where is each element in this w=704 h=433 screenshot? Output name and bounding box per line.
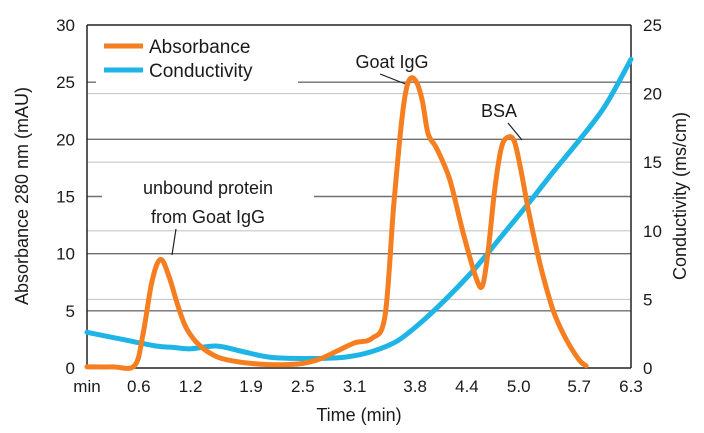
right-tick-labels: 0 5 10 15 20 25 (643, 16, 662, 378)
x-axis-title: Time (min) (316, 405, 401, 425)
left-tick-label: 20 (56, 130, 75, 149)
left-tick-label: 5 (66, 302, 75, 321)
left-tick-label: 15 (56, 188, 75, 207)
right-tick-label: 25 (643, 16, 662, 35)
legend-label-conductivity: Conductivity (149, 61, 253, 82)
x-tick-label: 1.2 (179, 377, 203, 396)
annotation-unbound-line1: unbound protein (143, 178, 273, 198)
axes-layer (86, 24, 632, 369)
left-tick-labels: 0 5 10 15 20 25 30 (56, 16, 75, 378)
left-tick-label: 0 (66, 359, 75, 378)
x-origin-label: min (73, 377, 100, 396)
x-tick-label: 5.7 (567, 377, 591, 396)
right-tick-label: 5 (643, 290, 652, 309)
left-tick-label: 30 (56, 16, 75, 35)
annotation-bsa: BSA (481, 101, 517, 121)
x-tick-label: 3.8 (403, 377, 427, 396)
x-tick-label: 6.3 (619, 377, 643, 396)
x-tick-label: 3.1 (343, 377, 367, 396)
x-tick-label: 4.4 (455, 377, 479, 396)
left-tick-label: 10 (56, 245, 75, 264)
conductivity-line (84, 56, 634, 362)
left-tick-label: 25 (56, 73, 75, 92)
x-tick-label: 1.9 (239, 377, 263, 396)
legend-bg (96, 32, 298, 84)
bsa-label-bg (472, 97, 528, 123)
right-tick-label: 10 (643, 222, 662, 241)
right-tick-label: 20 (643, 85, 662, 104)
annotation-unbound-line2: from Goat IgG (151, 207, 265, 227)
unbound-label-bg (102, 173, 314, 229)
right-tick-label: 15 (643, 153, 662, 172)
bsa-callout-line (507, 122, 523, 141)
annotations: unbound protein from Goat IgG Goat IgG B… (102, 47, 528, 256)
x-tick-labels: min 0.6 1.2 1.9 2.5 3.1 3.8 4.4 5.0 5.7 6.3 (73, 377, 643, 396)
goat-igg-label-bg (337, 47, 447, 75)
x-tick-label: 2.5 (291, 377, 315, 396)
right-tick-label: 0 (643, 359, 652, 378)
right-axis-title: Conductivity (ms/cm) (670, 112, 690, 280)
goat-igg-callout-line (379, 73, 409, 86)
absorbance-line (84, 75, 589, 371)
legend: Absorbance Conductivity (96, 32, 298, 84)
x-tick-label: 0.6 (127, 377, 151, 396)
legend-label-absorbance: Absorbance (149, 37, 250, 58)
unbound-callout-line (171, 228, 177, 256)
left-axis-title: Absorbance 280 nm (mAU) (12, 87, 32, 305)
annotation-goat-igg: Goat IgG (355, 52, 428, 72)
series-layer (84, 56, 634, 371)
x-tick-label: 5.0 (507, 377, 531, 396)
